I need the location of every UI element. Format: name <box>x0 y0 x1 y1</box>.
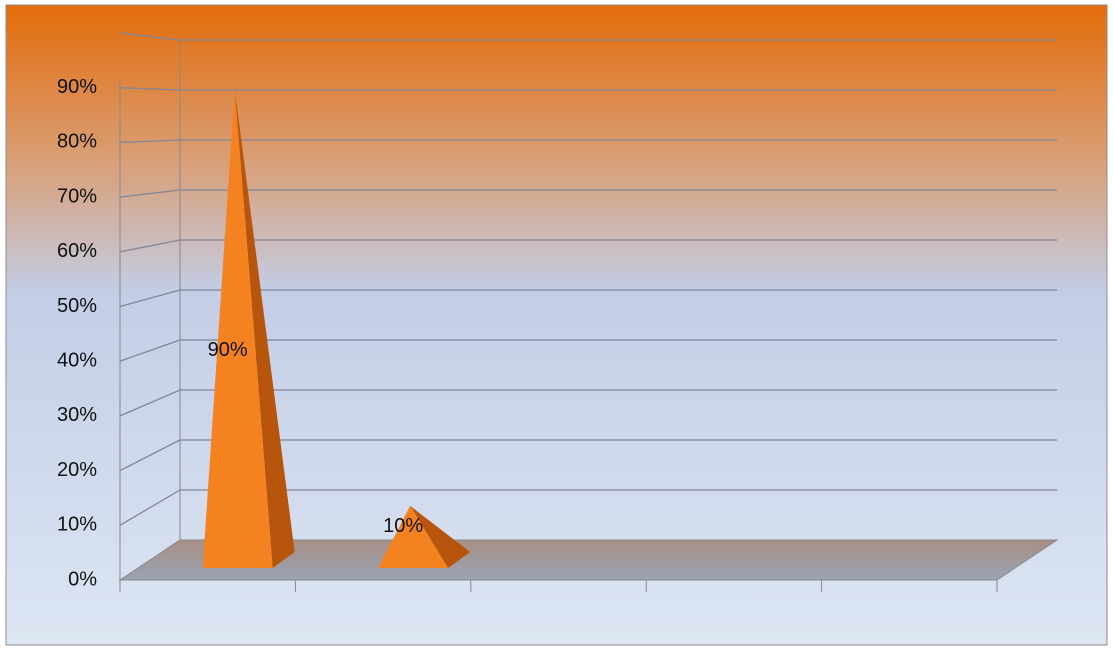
pyramid-side <box>410 505 471 568</box>
y-tick-label: 40% <box>57 349 97 371</box>
grid-line <box>119 339 181 362</box>
chart-background <box>5 4 1108 646</box>
grid-line <box>119 87 181 91</box>
pyramid-front <box>202 89 273 568</box>
pyramid-front <box>378 505 449 568</box>
y-tick-label: 50% <box>57 295 97 317</box>
y-tick-label: 20% <box>57 459 97 481</box>
grid-line <box>119 489 181 526</box>
grid-line <box>119 239 181 253</box>
grid-line <box>119 439 181 472</box>
y-tick-label: 30% <box>57 404 97 426</box>
data-label: 90% <box>208 339 248 361</box>
grid-line <box>119 289 181 308</box>
y-tick-label: 10% <box>57 514 97 536</box>
grid-line <box>119 389 181 417</box>
pyramid-side <box>234 89 295 568</box>
y-tick-label: 80% <box>57 131 97 153</box>
y-tick-label: 60% <box>57 240 97 262</box>
grid-line <box>119 32 181 41</box>
grid-line <box>119 189 181 198</box>
y-tick-label: 90% <box>57 76 97 98</box>
y-tick-label: 0% <box>68 568 97 590</box>
grid-line <box>119 139 181 144</box>
data-label: 10% <box>383 515 423 537</box>
y-tick-label: 70% <box>57 185 97 207</box>
